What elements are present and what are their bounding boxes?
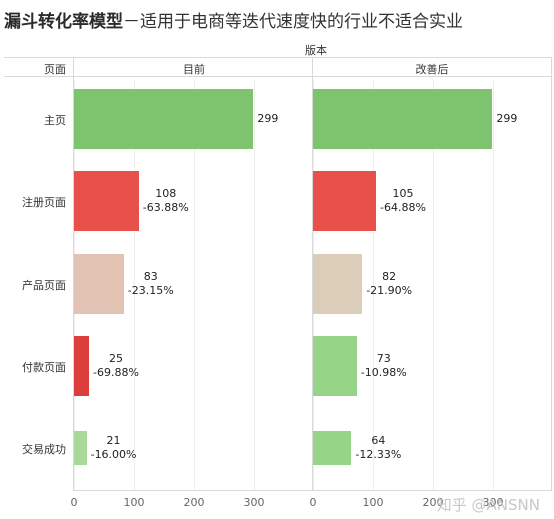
- value-label: 108: [155, 187, 177, 200]
- row-header-label: 页面: [44, 63, 66, 76]
- chart-title: 漏斗转化率模型－适用于电商等迭代速度快的行业不适合实业: [4, 7, 463, 32]
- percent-label: -10.98%: [360, 366, 407, 379]
- panel-header-current: 目前: [183, 63, 205, 76]
- bar: [313, 336, 357, 396]
- data-label: 82 -21.90%: [366, 270, 412, 298]
- watermark: 知乎 @ANSNN: [436, 496, 540, 514]
- bar: [74, 431, 87, 465]
- percent-label: -64.88%: [380, 201, 426, 214]
- bar: [313, 431, 352, 465]
- data-label: 105 -64.88%: [380, 187, 426, 215]
- panel-divider-left: [73, 57, 74, 491]
- value-label: 299: [257, 112, 279, 125]
- x-tick-label: 0: [70, 496, 78, 509]
- x-tick-label: 0: [309, 496, 317, 509]
- data-label: 299: [496, 112, 517, 126]
- bar: [74, 89, 254, 149]
- percent-label: -63.88%: [142, 201, 189, 214]
- data-label: 299: [257, 112, 278, 126]
- header-top-rule: [4, 57, 552, 58]
- x-tick-label: 300: [243, 496, 265, 509]
- panel-divider-right: [551, 57, 552, 491]
- x-tick-label: 100: [362, 496, 384, 509]
- chart-title-rest: －适用于电商等迭代速度快的行业不适合实业: [123, 12, 463, 32]
- category-label: 交易成功: [22, 443, 66, 456]
- data-label: 73 -10.98%: [361, 352, 407, 380]
- percent-label: -21.90%: [366, 284, 413, 297]
- percent-label: -16.00%: [90, 448, 137, 461]
- gridline: [493, 80, 494, 490]
- gridline: [433, 80, 434, 490]
- value-label: 64: [371, 434, 386, 447]
- axis-baseline: [73, 490, 552, 491]
- percent-label: -12.33%: [355, 448, 402, 461]
- percent-label: -69.88%: [93, 366, 139, 379]
- value-label: 82: [382, 270, 397, 283]
- data-label: 64 -12.33%: [355, 434, 401, 462]
- bar: [74, 171, 139, 231]
- x-tick-label: 200: [183, 496, 205, 509]
- gridline: [194, 80, 195, 490]
- category-label: 产品页面: [22, 279, 66, 292]
- panel-header-improved: 改善后: [415, 63, 449, 76]
- category-label: 注册页面: [22, 196, 66, 209]
- gridline: [373, 80, 374, 490]
- panel-divider-mid: [312, 57, 313, 491]
- category-label: 主页: [44, 114, 66, 127]
- x-tick-label: 200: [422, 496, 444, 509]
- category-label: 付款页面: [22, 361, 66, 374]
- bar: [74, 254, 124, 314]
- header-bottom-rule: [4, 76, 552, 77]
- data-label: 108 -63.88%: [143, 187, 189, 215]
- bar: [74, 336, 89, 396]
- value-label: 105: [392, 187, 414, 200]
- bar: [313, 171, 376, 231]
- gridline: [254, 80, 255, 490]
- value-label: 21: [106, 434, 121, 447]
- bar: [313, 89, 493, 149]
- value-label: 299: [496, 112, 518, 125]
- value-label: 73: [376, 352, 391, 365]
- bar: [313, 254, 363, 314]
- data-label: 25 -69.88%: [93, 352, 139, 380]
- data-label: 21 -16.00%: [91, 434, 137, 462]
- value-label: 25: [108, 352, 123, 365]
- value-label: 83: [143, 270, 158, 283]
- chart-title-bold: 漏斗转化率模型: [4, 12, 123, 32]
- percent-label: -23.15%: [127, 284, 174, 297]
- gridline: [134, 80, 135, 490]
- x-tick-label: 300: [482, 496, 504, 509]
- group-header-label: 版本: [305, 44, 327, 57]
- data-label: 83 -23.15%: [128, 270, 174, 298]
- x-tick-label: 100: [123, 496, 145, 509]
